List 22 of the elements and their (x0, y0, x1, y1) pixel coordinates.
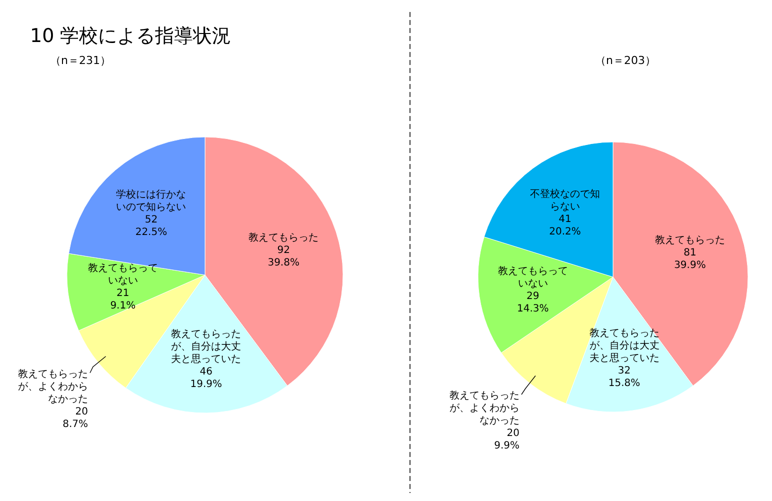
data-label: 20 8.7% (62, 406, 88, 430)
slice-label: 教えてもらったが、よくわからなかった (18, 368, 88, 405)
data-label: 29 14.3% (516, 291, 549, 315)
slice-label: 教えてもらった (654, 235, 725, 246)
chart-subtitle: （n＝231） (50, 54, 111, 67)
slice-label: 教えてもらったが、よくわからなかった (449, 390, 520, 427)
data-label: 32 15.8% (608, 366, 640, 390)
data-label: 21 9.1% (110, 288, 136, 312)
slice-label: 教えてもらった (248, 232, 319, 244)
slice-label: 不登校なので知らない (530, 188, 600, 213)
data-label: 41 20.2% (549, 214, 581, 238)
data-label: 52 22.5% (135, 214, 168, 238)
chart-title: 10 学校による指導状況 (30, 25, 232, 47)
data-label: 92 39.8% (268, 244, 300, 268)
slice-label: 教えてもらっていない (498, 266, 568, 290)
data-label: 81 39.9% (674, 248, 706, 272)
data-label: 46 19.9% (190, 366, 222, 390)
chart-subtitle: （n＝203） (595, 54, 656, 67)
slice-label: 学校には行かないので知らない (116, 188, 186, 213)
slice-label: 教えてもらったが、自分は大丈夫と思っていた (171, 328, 242, 365)
data-label: 20 9.9% (494, 428, 520, 452)
slice-label: 教えてもらったが、自分は大丈夫と思っていた (589, 328, 660, 364)
